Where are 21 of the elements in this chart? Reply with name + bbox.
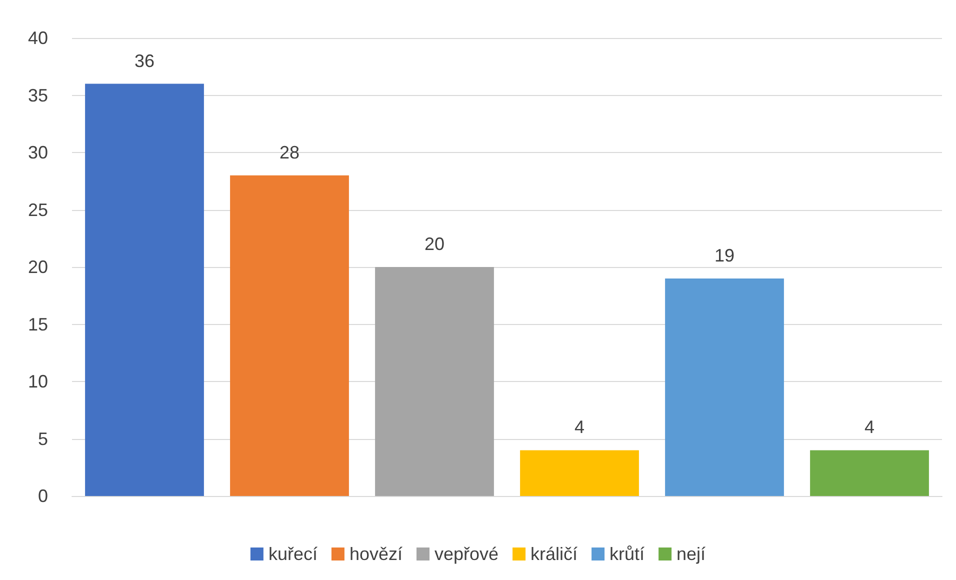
data-label: 4 <box>574 417 585 438</box>
data-label: 36 <box>134 50 155 71</box>
y-tick-label: 5 <box>38 428 48 449</box>
data-label: 28 <box>279 142 300 162</box>
legend-label: hovězí <box>349 544 403 564</box>
y-tick-label: 35 <box>28 85 48 106</box>
data-label: 4 <box>864 417 875 438</box>
y-tick-label: 30 <box>28 142 48 162</box>
y-tick-label: 25 <box>28 200 48 220</box>
y-tick-label: 20 <box>28 257 48 277</box>
legend-label: vepřové <box>434 544 499 564</box>
y-tick-label: 15 <box>28 314 48 334</box>
y-tick-label: 40 <box>28 28 48 48</box>
y-tick-label: 10 <box>28 372 48 392</box>
y-tick-label: 0 <box>38 486 48 506</box>
legend-label: krůtí <box>610 544 645 564</box>
data-label: 19 <box>714 245 735 266</box>
data-label: 20 <box>424 234 445 254</box>
legend-label: nejí <box>676 544 706 564</box>
legend-label: kuřecí <box>268 544 318 564</box>
legend-label: králičí <box>530 544 578 564</box>
